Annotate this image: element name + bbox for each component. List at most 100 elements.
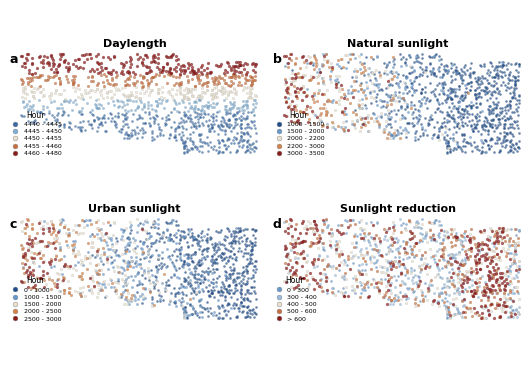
Point xyxy=(233,287,242,293)
Point xyxy=(508,94,516,100)
Point xyxy=(237,300,245,306)
Point xyxy=(124,236,133,242)
Point xyxy=(353,117,362,123)
Point xyxy=(169,299,178,305)
Point xyxy=(402,300,410,306)
Point xyxy=(485,311,494,317)
Point xyxy=(375,288,383,294)
Point xyxy=(295,286,304,292)
Point xyxy=(155,126,163,132)
Point xyxy=(194,271,203,277)
Point xyxy=(235,245,244,251)
Point xyxy=(30,250,38,256)
Point xyxy=(410,59,418,65)
Point xyxy=(232,296,241,302)
Point xyxy=(317,111,326,117)
Point xyxy=(328,64,336,70)
Point xyxy=(39,223,47,229)
Point xyxy=(242,266,251,272)
Point xyxy=(71,288,79,294)
Point xyxy=(348,253,357,259)
Point xyxy=(232,282,240,288)
Point xyxy=(466,65,475,71)
Point xyxy=(173,221,182,227)
Point xyxy=(411,296,419,302)
Point xyxy=(239,268,248,274)
Point xyxy=(433,285,441,291)
Point xyxy=(48,63,57,69)
Point xyxy=(52,277,61,283)
Point xyxy=(55,75,64,81)
Point xyxy=(479,252,487,258)
Point xyxy=(76,230,84,236)
Point xyxy=(147,74,156,80)
Point xyxy=(221,233,229,239)
Point xyxy=(444,142,452,148)
Point xyxy=(404,286,412,292)
Point xyxy=(49,227,58,233)
Point xyxy=(139,73,147,79)
Point xyxy=(411,240,420,246)
Point xyxy=(282,264,290,270)
Point xyxy=(180,67,189,73)
Point xyxy=(46,66,55,72)
Point xyxy=(123,241,131,247)
Point xyxy=(288,70,296,76)
Point xyxy=(501,238,509,244)
Point xyxy=(332,265,340,271)
Point xyxy=(113,269,122,275)
Point xyxy=(468,111,476,117)
Point xyxy=(510,74,519,80)
Point xyxy=(479,292,487,298)
Point xyxy=(236,62,244,68)
Point xyxy=(180,145,188,151)
Point xyxy=(172,230,180,236)
Point xyxy=(112,240,121,246)
Point xyxy=(48,222,57,228)
Point xyxy=(212,100,221,106)
Point xyxy=(155,292,163,298)
Point xyxy=(122,282,130,288)
Point xyxy=(239,102,248,108)
Point xyxy=(364,231,372,237)
Point xyxy=(28,240,37,246)
Point xyxy=(322,59,331,65)
Point xyxy=(195,258,204,264)
Point xyxy=(443,149,452,155)
Point xyxy=(120,62,128,68)
Point xyxy=(186,68,194,74)
Point xyxy=(469,128,477,134)
Point xyxy=(339,290,348,296)
Point xyxy=(433,263,441,269)
Point xyxy=(451,258,460,264)
Point xyxy=(62,76,71,82)
Point xyxy=(109,67,118,73)
Point xyxy=(47,277,56,283)
Point xyxy=(496,105,504,111)
Point xyxy=(292,102,300,108)
Point xyxy=(484,128,492,134)
Point xyxy=(282,79,290,85)
Point xyxy=(449,277,458,284)
Point xyxy=(501,299,509,305)
Point xyxy=(117,126,126,132)
Point xyxy=(318,240,327,246)
Point xyxy=(22,91,31,97)
Point xyxy=(488,271,496,277)
Point xyxy=(512,60,520,66)
Point xyxy=(512,67,520,73)
Point xyxy=(154,287,162,293)
Point xyxy=(381,85,390,91)
Point xyxy=(489,233,498,239)
Point xyxy=(337,56,345,62)
Point xyxy=(94,271,102,277)
Point xyxy=(50,239,59,245)
Point xyxy=(103,243,112,249)
Point xyxy=(481,250,490,256)
Point xyxy=(55,78,64,84)
Point xyxy=(190,105,199,111)
Point xyxy=(335,85,344,91)
Point xyxy=(110,81,118,87)
Point xyxy=(451,233,459,239)
Point xyxy=(497,59,506,65)
